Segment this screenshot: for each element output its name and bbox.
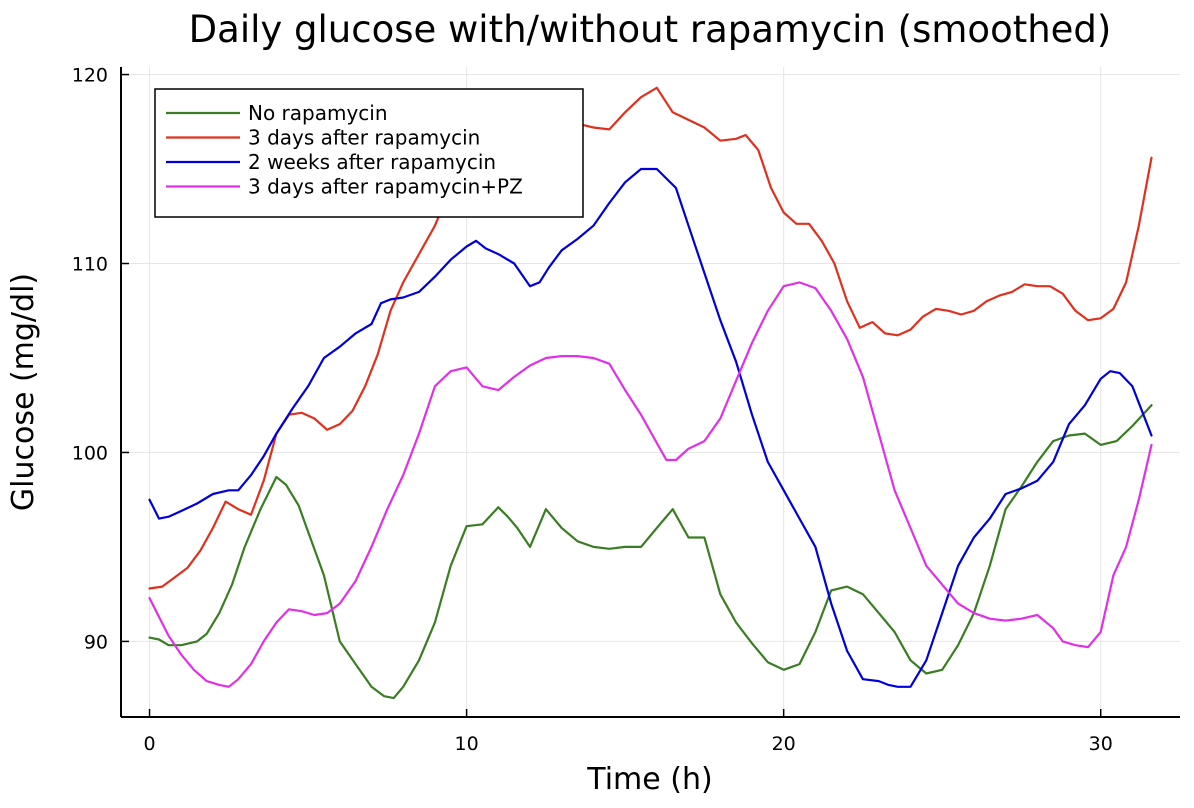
legend-label-2-weeks-after-rapamycin: 2 weeks after rapamycin — [248, 150, 496, 174]
x-axis-label: Time (h) — [586, 762, 712, 797]
tick-layer: 0 10 20 30 90 100 110 120 — [72, 65, 1113, 755]
series-line-3-days-after-rapamycin-pz — [148, 281, 1153, 688]
y-axis-label: Glucose (mg/dl) — [6, 273, 41, 511]
legend-box — [154, 88, 584, 218]
legend-label-3-days-after-rapamycin-pz: 3 days after rapamycin+PZ — [248, 175, 523, 199]
chart-title: Daily glucose with/without rapamycin (sm… — [189, 8, 1112, 51]
legend-label-3-days-after-rapamycin: 3 days after rapamycin — [248, 126, 480, 150]
x-tick-label: 20 — [772, 733, 796, 755]
y-tick-label: 100 — [72, 442, 108, 464]
series-line-no-rapamycin — [148, 404, 1153, 700]
y-tick-label: 120 — [72, 65, 108, 87]
x-tick-label: 0 — [143, 733, 155, 755]
y-tick-label: 90 — [84, 631, 108, 653]
y-tick-label: 110 — [72, 254, 108, 276]
legend-label-no-rapamycin: No rapamycin — [248, 101, 388, 125]
x-tick-label: 30 — [1089, 733, 1113, 755]
series-line-3-days-after-rapamycin — [148, 86, 1153, 590]
series-line-2-weeks-after-rapamycin — [148, 167, 1153, 688]
x-tick-label: 10 — [455, 733, 479, 755]
series-layer — [148, 86, 1153, 700]
